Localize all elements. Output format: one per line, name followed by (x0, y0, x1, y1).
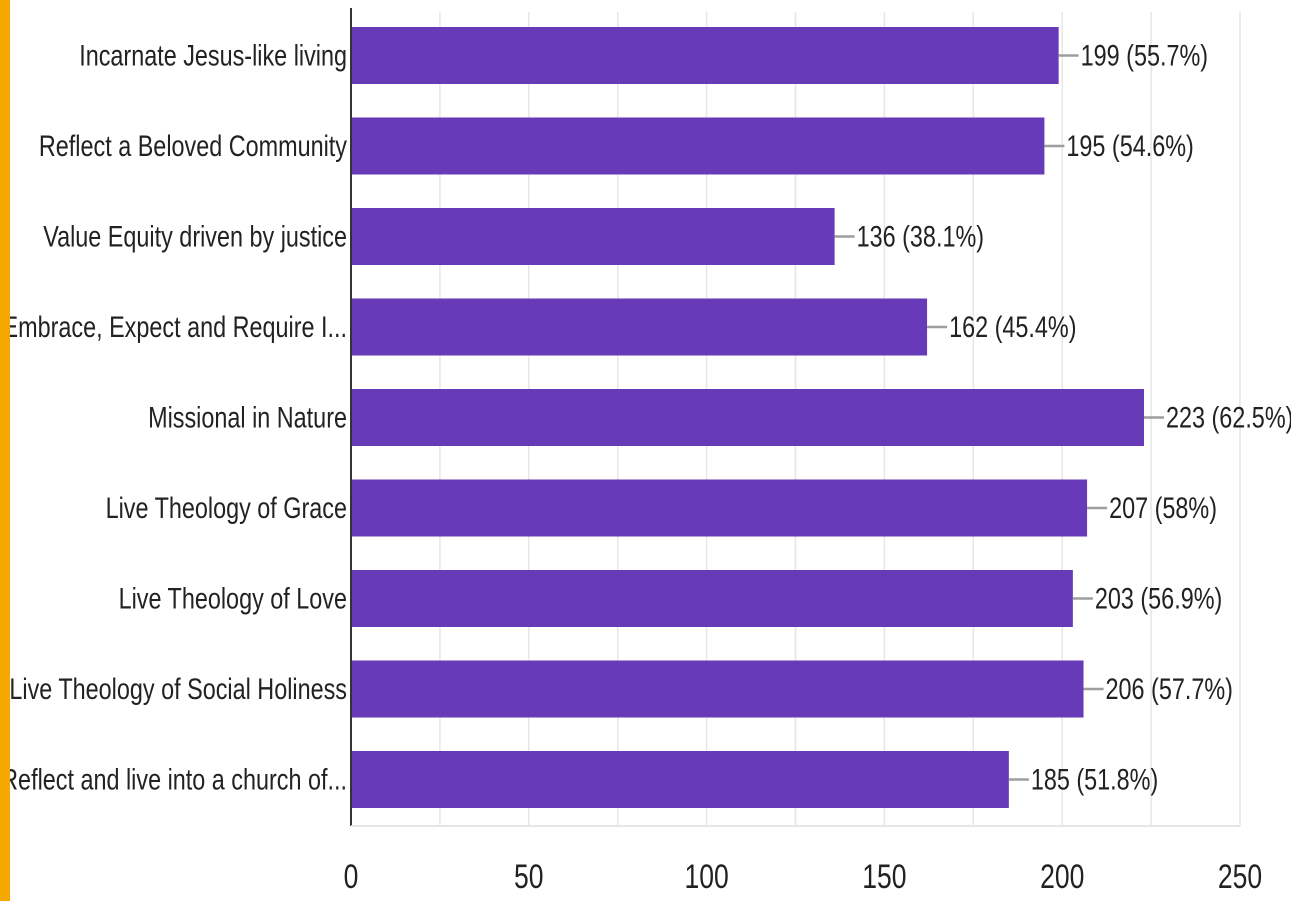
axes (350, 8, 1240, 827)
x-tick-label: 50 (514, 858, 544, 896)
category-label: Reflect a Beloved Community (39, 129, 348, 162)
category-label: Live Theology of Grace (106, 491, 347, 524)
bar (351, 751, 1009, 808)
bar (351, 27, 1059, 84)
x-tick-label: 150 (862, 858, 906, 896)
value-label: 136 (38.1%) (857, 220, 984, 253)
labels: 199 (55.7%) Incarnate Jesus-like living 19… (1, 39, 1291, 896)
category-label: Value Equity driven by justice (43, 220, 347, 253)
category-label: Reflect and live into a church of... (1, 763, 347, 796)
category-label: Incarnate Jesus-like living (79, 39, 347, 72)
bar (351, 570, 1073, 627)
category-label: Embrace, Expect and Require I... (2, 310, 347, 343)
bar (351, 208, 835, 265)
value-label: 207 (58%) (1109, 491, 1217, 524)
x-tick-label: 100 (684, 858, 728, 896)
value-label: 185 (51.8%) (1031, 763, 1158, 796)
value-label: 162 (45.4%) (949, 310, 1076, 343)
category-label: Live Theology of Love (119, 582, 347, 615)
bar (351, 479, 1088, 537)
x-tick-label: 250 (1218, 858, 1262, 896)
value-label: 206 (57.7%) (1106, 672, 1233, 705)
category-label: Live Theology of Social Holiness (9, 672, 347, 705)
value-label: 195 (54.6%) (1066, 129, 1193, 162)
x-tick-label: 200 (1040, 858, 1084, 896)
value-label: 199 (55.7%) (1081, 39, 1208, 72)
value-label: 203 (56.9%) (1095, 582, 1222, 615)
bar (351, 660, 1084, 718)
bar (351, 298, 928, 356)
x-tick-label: 0 (344, 858, 359, 896)
bar (351, 389, 1144, 446)
bars (351, 27, 1144, 808)
bar (351, 117, 1045, 175)
value-label: 223 (62.5%) (1166, 401, 1291, 434)
accent-stripe (0, 0, 10, 901)
category-label: Missional in Nature (148, 401, 347, 434)
